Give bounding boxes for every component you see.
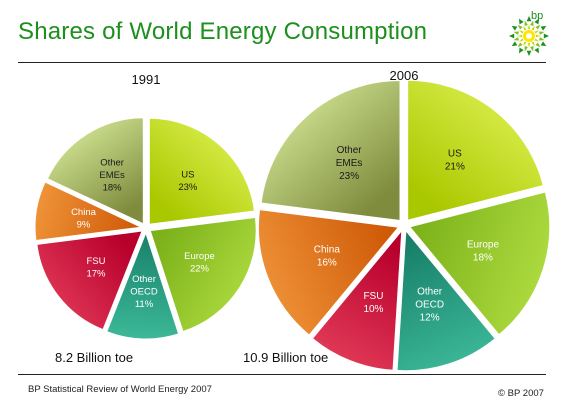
pie-slice-us <box>407 79 544 221</box>
chart-year-label: 2006 <box>390 68 419 83</box>
slice-label-china: China 9% <box>71 207 97 231</box>
chart-total-label: 8.2 Billion toe <box>55 350 133 365</box>
source-note: BP Statistical Review of World Energy 20… <box>28 384 212 395</box>
pie-slice-other-emes <box>46 117 144 225</box>
pie-slice-other-oecd <box>396 229 496 372</box>
pie-slice-fsu <box>311 229 403 371</box>
pie-slice-europe <box>408 191 551 336</box>
pie-slice-china <box>257 209 400 336</box>
slice-label-other-oecd: Other OECD 12% <box>415 286 444 323</box>
pie-slice-us <box>148 117 256 225</box>
pie-slice-fsu <box>36 230 143 331</box>
page-title: Shares of World Energy Consumption <box>18 18 428 45</box>
pie-slice-china <box>34 181 143 242</box>
chart-year-label: 1991 <box>132 72 161 87</box>
title-divider <box>18 62 546 63</box>
pie-chart-2006: US 21% Europe 18% Other OECD 12% FSU 10% China 16%… <box>243 68 551 372</box>
pie-slice-other-emes <box>260 79 401 222</box>
slice-label-fsu: FSU 10% <box>363 291 383 315</box>
slice-label-europe: Europe 18% <box>467 240 500 264</box>
slice-label-other-oecd: Other OECD 11% <box>130 274 158 310</box>
bp-helios-logo-icon <box>509 16 549 56</box>
bp-logo-text: bp <box>531 10 544 22</box>
slice-label-us: US 21% <box>445 148 465 172</box>
pie-slice-europe <box>149 216 257 333</box>
chart-total-label: 10.9 Billion toe <box>243 350 328 365</box>
copyright-note: © BP 2007 <box>498 388 544 399</box>
footer-divider <box>18 374 546 375</box>
pie-chart-1991: US 23% Europe 22% Other OECD 11% FSU 17% China 9%O… <box>34 72 257 365</box>
slice-label-china: China 16% <box>314 245 341 269</box>
slice-label-fsu: FSU 17% <box>86 256 106 280</box>
slice-label-europe: Europe 22% <box>184 251 215 275</box>
slice-label-us: US 23% <box>178 170 198 194</box>
slice-label-other-emes: Other EMEs 18% <box>99 157 125 193</box>
slice-label-other-emes: Other EMEs 23% <box>336 145 363 182</box>
pie-slice-other-oecd <box>106 231 180 340</box>
